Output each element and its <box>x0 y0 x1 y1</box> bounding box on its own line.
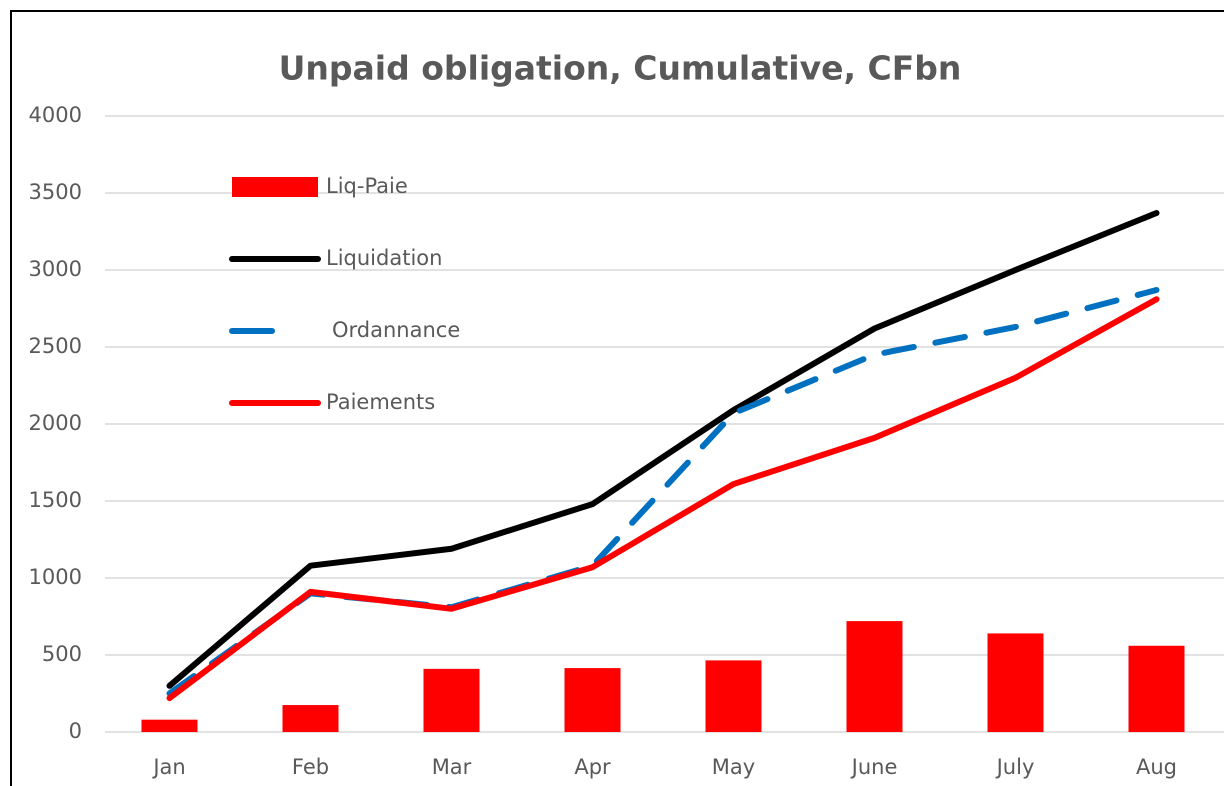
bar <box>282 705 339 732</box>
line-series <box>166 296 1160 702</box>
bar <box>564 668 621 732</box>
chart-frame <box>10 10 1224 786</box>
bar <box>1128 645 1185 732</box>
y-tick-label: 3500 <box>29 180 82 204</box>
x-tick-label: Jan <box>151 755 185 779</box>
y-tick-label: 1500 <box>29 488 82 512</box>
x-tick-label: Apr <box>574 755 611 779</box>
y-tick-label: 2500 <box>29 334 82 358</box>
x-tick-label: Feb <box>292 755 329 779</box>
x-tick-label: Aug <box>1136 755 1177 779</box>
legend-swatch <box>232 177 318 197</box>
bar <box>846 621 903 732</box>
x-tick-label: Mar <box>432 755 472 779</box>
line-series <box>166 287 1160 697</box>
legend-label: Paiements <box>326 390 435 414</box>
bar <box>705 660 762 732</box>
y-tick-label: 4000 <box>29 103 82 127</box>
x-tick-label: May <box>712 755 755 779</box>
line-series <box>166 210 1160 689</box>
y-tick-label: 3000 <box>29 257 82 281</box>
legend-label: Liquidation <box>326 246 442 270</box>
bar <box>423 668 480 732</box>
y-tick-label: 0 <box>69 719 82 743</box>
legend-label: Liq-Paie <box>326 174 408 198</box>
y-tick-label: 2000 <box>29 411 82 435</box>
chart-title: Unpaid obligation, Cumulative, CFbn <box>279 49 962 88</box>
y-tick-label: 1000 <box>29 565 82 589</box>
bar <box>987 633 1044 732</box>
x-tick-label: June <box>850 755 898 779</box>
bar <box>141 719 198 732</box>
legend-label: Ordannance <box>332 318 460 342</box>
x-tick-label: July <box>995 755 1035 779</box>
y-tick-label: 500 <box>42 642 82 666</box>
